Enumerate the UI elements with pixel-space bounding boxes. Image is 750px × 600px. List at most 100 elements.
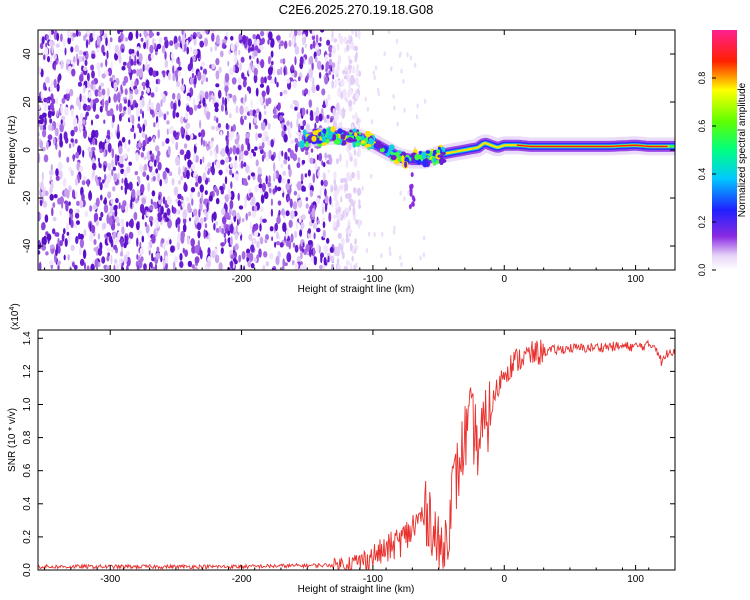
noise-speck xyxy=(130,58,134,66)
noise-speck xyxy=(49,193,54,201)
noise-speck xyxy=(70,244,75,252)
ridge-blob xyxy=(404,161,408,168)
noise-speck xyxy=(173,256,179,263)
snr-y-tick-label: 0.4 xyxy=(22,496,33,510)
noise-speck xyxy=(209,90,212,96)
noise-speck xyxy=(165,138,170,144)
noise-speck xyxy=(338,184,344,191)
colorbar-label: Normalized spectral amplitude xyxy=(737,82,748,217)
noise-speck xyxy=(340,78,345,87)
noise-speck xyxy=(177,200,181,207)
colorbar-tick-label: 0.0 xyxy=(697,264,707,277)
ridge-blob xyxy=(388,144,395,151)
noise-speck xyxy=(55,248,58,256)
noise-speck xyxy=(44,190,49,196)
noise-speck xyxy=(348,221,351,227)
noise-speck xyxy=(339,35,344,45)
noise-speck xyxy=(49,102,54,111)
noise-speck xyxy=(240,56,245,63)
noise-speck xyxy=(282,58,286,65)
noise-speck xyxy=(181,30,184,35)
noise-speck xyxy=(185,122,191,129)
noise-speck xyxy=(248,65,251,76)
noise-speck xyxy=(316,243,320,252)
noise-speck xyxy=(255,132,258,142)
noise-speck xyxy=(179,149,185,156)
noise-speck xyxy=(256,241,260,249)
noise-speck xyxy=(316,60,322,70)
noise-speck xyxy=(149,44,154,54)
noise-speck xyxy=(218,169,223,176)
snr-panel: -300 -200 -100 0 100 0.0 0.2 0.4 0.6 0.8 1.0 1.2 1.… xyxy=(7,303,676,595)
noise-speck xyxy=(317,219,320,224)
noise-speck xyxy=(197,230,201,239)
noise-speck xyxy=(213,223,216,231)
ridge-blob xyxy=(397,157,403,162)
ridge-blob xyxy=(436,149,441,154)
noise-speck xyxy=(106,50,109,60)
noise-speck xyxy=(299,56,304,66)
ridge-blob xyxy=(355,135,361,142)
noise-speck xyxy=(403,196,406,202)
noise-speck xyxy=(215,197,220,205)
ridge-blob xyxy=(355,142,360,146)
noise-speck xyxy=(258,248,262,258)
noise-speck xyxy=(337,54,342,64)
noise-speck xyxy=(327,169,330,174)
noise-speck xyxy=(165,239,171,246)
noise-speck xyxy=(333,220,336,228)
noise-speck xyxy=(73,125,78,133)
noise-speck xyxy=(340,238,345,243)
noise-speck xyxy=(185,196,190,202)
noise-speck xyxy=(137,195,140,202)
noise-speck xyxy=(195,142,198,147)
noise-speck xyxy=(38,261,42,270)
noise-speck xyxy=(230,181,233,189)
noise-speck xyxy=(79,112,83,120)
noise-speck xyxy=(72,154,75,162)
noise-speck xyxy=(190,133,194,140)
noise-speck xyxy=(45,34,49,40)
noise-speck xyxy=(142,64,145,72)
noise-speck xyxy=(337,232,342,239)
noise-speck xyxy=(261,182,266,193)
noise-speck xyxy=(136,237,139,247)
noise-speck xyxy=(66,189,70,199)
noise-speck xyxy=(341,251,345,260)
noise-speck xyxy=(225,31,229,37)
noise-speck xyxy=(236,212,241,220)
noise-speck xyxy=(100,82,104,87)
spectrogram-x-tick-label: -300 xyxy=(100,274,120,285)
noise-speck xyxy=(99,148,103,154)
noise-speck xyxy=(181,36,186,46)
noise-speck xyxy=(147,182,151,192)
noise-speck xyxy=(143,156,147,161)
noise-speck xyxy=(69,88,74,97)
noise-speck xyxy=(160,205,164,215)
noise-speck xyxy=(302,37,306,42)
noise-speck xyxy=(43,103,49,112)
noise-speck xyxy=(66,156,70,163)
noise-speck xyxy=(348,198,354,203)
noise-speck xyxy=(224,176,228,185)
noise-speck xyxy=(155,168,159,174)
noise-speck xyxy=(250,200,253,206)
noise-speck xyxy=(313,232,316,240)
noise-speck xyxy=(186,46,189,55)
noise-speck xyxy=(103,180,109,189)
noise-speck xyxy=(332,108,336,116)
noise-speck xyxy=(70,219,74,228)
noise-speck xyxy=(78,120,83,127)
noise-speck xyxy=(374,65,378,71)
noise-speck xyxy=(182,223,187,233)
ridge-blob xyxy=(321,135,326,143)
noise-speck xyxy=(254,223,259,231)
noise-speck xyxy=(336,212,342,221)
noise-speck xyxy=(423,98,427,104)
noise-speck xyxy=(121,65,126,71)
noise-speck xyxy=(265,151,269,158)
noise-speck xyxy=(186,105,190,112)
noise-speck xyxy=(85,111,89,117)
noise-speck xyxy=(133,132,136,140)
noise-speck xyxy=(184,154,187,161)
